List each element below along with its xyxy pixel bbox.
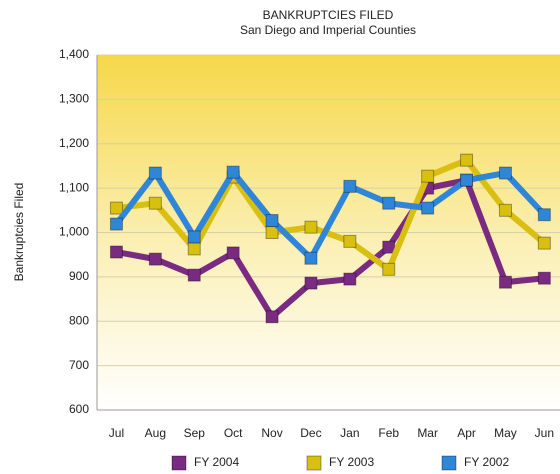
x-tick-label: May bbox=[494, 426, 517, 440]
data-point bbox=[421, 201, 435, 215]
data-point bbox=[109, 217, 123, 231]
data-point bbox=[187, 268, 201, 282]
data-point bbox=[343, 272, 357, 286]
y-tick-label: 1,400 bbox=[59, 47, 89, 61]
series-line bbox=[114, 169, 547, 262]
x-tick-label: Mar bbox=[417, 426, 438, 440]
data-point bbox=[265, 214, 279, 228]
data-point bbox=[148, 196, 162, 210]
data-point bbox=[537, 208, 551, 222]
data-point bbox=[460, 153, 474, 167]
x-tick-label: Sep bbox=[184, 426, 206, 440]
data-point bbox=[304, 251, 318, 265]
y-tick-label: 1,200 bbox=[59, 136, 89, 150]
chart-subtitle: San Diego and Imperial Counties bbox=[240, 23, 416, 37]
data-point bbox=[343, 234, 357, 248]
data-point bbox=[460, 173, 474, 187]
x-tick-label: Jan bbox=[340, 426, 359, 440]
x-tick-label: Aug bbox=[145, 426, 166, 440]
x-tick-label: Oct bbox=[224, 426, 243, 440]
series-line bbox=[115, 177, 545, 320]
data-point bbox=[382, 196, 396, 210]
legend-label: FY 2002 bbox=[464, 455, 509, 469]
data-point bbox=[265, 310, 279, 324]
data-point bbox=[226, 246, 240, 260]
data-point bbox=[498, 203, 512, 217]
legend-swatch bbox=[171, 455, 187, 471]
legend-label: FY 2004 bbox=[194, 455, 239, 469]
legend-label: FY 2003 bbox=[329, 455, 374, 469]
x-tick-label: Jul bbox=[109, 426, 124, 440]
y-tick-label: 1,100 bbox=[59, 180, 89, 194]
data-point bbox=[498, 166, 512, 180]
data-point bbox=[498, 275, 512, 289]
y-axis-label: Bankruptcies Filed bbox=[12, 183, 26, 282]
x-tick-label: Apr bbox=[457, 426, 476, 440]
data-point bbox=[304, 220, 318, 234]
data-point bbox=[187, 230, 201, 244]
x-tick-label: Dec bbox=[300, 426, 321, 440]
data-point bbox=[226, 165, 240, 179]
data-point bbox=[187, 242, 201, 256]
y-tick-label: 700 bbox=[69, 358, 89, 372]
y-tick-label: 1,300 bbox=[59, 92, 89, 106]
x-tick-label: Jun bbox=[535, 426, 554, 440]
legend-swatch bbox=[306, 455, 322, 471]
data-point bbox=[148, 252, 162, 266]
y-tick-label: 900 bbox=[69, 269, 89, 283]
y-tick-label: 800 bbox=[69, 313, 89, 327]
data-point bbox=[382, 240, 396, 254]
data-point bbox=[109, 201, 123, 215]
data-point bbox=[109, 245, 123, 259]
y-tick-label: 1,000 bbox=[59, 225, 89, 239]
data-point bbox=[382, 262, 396, 276]
data-point bbox=[304, 276, 318, 290]
data-point bbox=[421, 169, 435, 183]
legend-swatch bbox=[441, 455, 457, 471]
y-tick-label: 600 bbox=[69, 402, 89, 416]
chart-title: BANKRUPTCIES FILED bbox=[263, 8, 394, 22]
x-tick-label: Feb bbox=[378, 426, 399, 440]
data-point bbox=[537, 271, 551, 285]
x-tick-label: Nov bbox=[261, 426, 282, 440]
data-point bbox=[537, 236, 551, 250]
data-point bbox=[343, 179, 357, 193]
data-point bbox=[148, 166, 162, 180]
series-line bbox=[116, 157, 547, 273]
